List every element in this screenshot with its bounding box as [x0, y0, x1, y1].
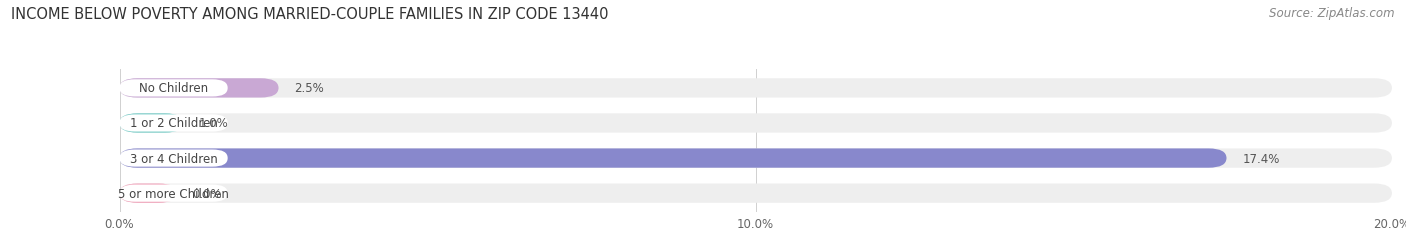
- FancyBboxPatch shape: [120, 79, 1392, 98]
- Text: 3 or 4 Children: 3 or 4 Children: [129, 152, 218, 165]
- FancyBboxPatch shape: [120, 185, 228, 202]
- Text: INCOME BELOW POVERTY AMONG MARRIED-COUPLE FAMILIES IN ZIP CODE 13440: INCOME BELOW POVERTY AMONG MARRIED-COUPL…: [11, 7, 609, 22]
- FancyBboxPatch shape: [120, 149, 1226, 168]
- Text: Source: ZipAtlas.com: Source: ZipAtlas.com: [1270, 7, 1395, 20]
- FancyBboxPatch shape: [120, 184, 177, 203]
- Text: 2.5%: 2.5%: [294, 82, 325, 95]
- FancyBboxPatch shape: [120, 184, 1392, 203]
- FancyBboxPatch shape: [120, 149, 1392, 168]
- FancyBboxPatch shape: [120, 115, 228, 132]
- Text: No Children: No Children: [139, 82, 208, 95]
- Text: 5 or more Children: 5 or more Children: [118, 187, 229, 200]
- Text: 0.0%: 0.0%: [193, 187, 222, 200]
- FancyBboxPatch shape: [120, 80, 228, 97]
- Text: 1 or 2 Children: 1 or 2 Children: [129, 117, 218, 130]
- FancyBboxPatch shape: [120, 114, 183, 133]
- Text: 17.4%: 17.4%: [1243, 152, 1279, 165]
- FancyBboxPatch shape: [120, 150, 228, 167]
- FancyBboxPatch shape: [120, 79, 278, 98]
- FancyBboxPatch shape: [120, 114, 1392, 133]
- Text: 1.0%: 1.0%: [200, 117, 229, 130]
